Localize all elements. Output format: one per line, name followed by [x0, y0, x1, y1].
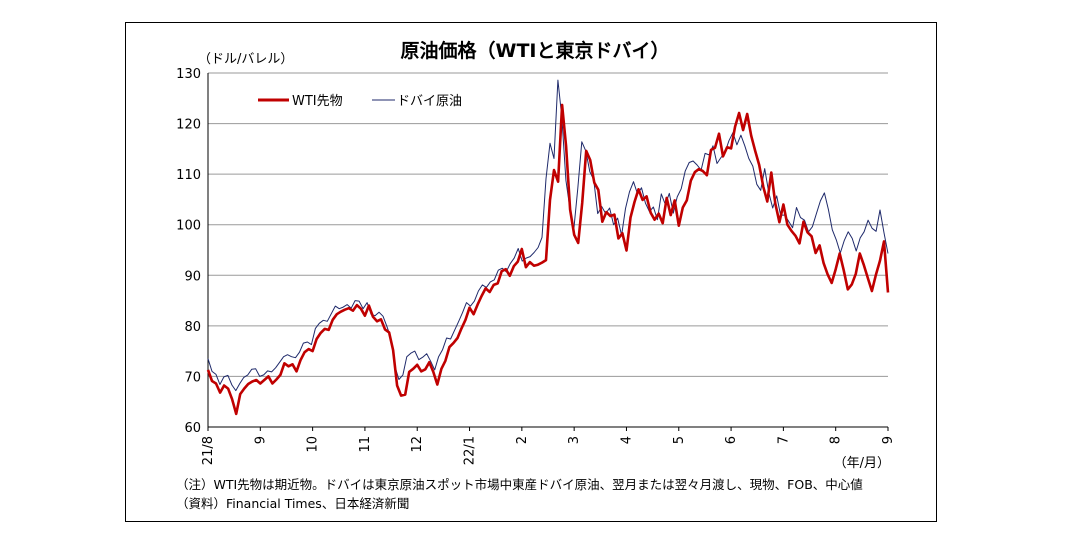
y-tick-label: 130	[176, 67, 201, 82]
legend: WTI先物 ドバイ原油	[258, 94, 462, 109]
y-tick-label: 110	[176, 168, 201, 183]
legend-label-dubai: ドバイ原油	[397, 94, 462, 109]
x-tick-label: 21/8	[201, 436, 216, 465]
y-tick-label: 120	[176, 118, 201, 133]
x-axis-labels: 21/8 9 10 11 12 22/1 2 3 4 5 6 7 8 9	[201, 436, 896, 465]
x-tick-label: 5	[672, 436, 687, 444]
y-axis-labels: 60 70 80 90 100 110 120 130	[176, 67, 201, 436]
x-tick-label: 22/1	[463, 436, 478, 465]
y-tick-label: 100	[176, 219, 201, 234]
series-line-wti	[206, 103, 890, 416]
x-tick-label: 8	[829, 436, 844, 444]
y-axis-unit: （ドル/バレル）	[198, 52, 293, 67]
x-tick-label: 4	[619, 436, 634, 444]
source-line: （資料）Financial Times、日本経済新聞	[176, 496, 410, 511]
x-tick-label: 10	[306, 436, 321, 453]
legend-label-wti: WTI先物	[292, 94, 343, 109]
y-tick-label: 80	[184, 320, 201, 335]
chart-title: 原油価格（WTIと東京ドバイ）	[401, 39, 670, 62]
chart-frame	[125, 22, 937, 522]
x-tick-label: 9	[881, 436, 896, 444]
y-tick-label: 90	[184, 269, 201, 284]
x-tick-label: 7	[776, 436, 791, 444]
x-tick-label: 6	[724, 436, 739, 444]
y-tick-label: 60	[184, 421, 201, 436]
grid	[207, 72, 889, 431]
x-tick-label: 9	[253, 436, 268, 444]
x-tick-label: 12	[410, 436, 425, 453]
x-tick-label: 2	[515, 436, 530, 444]
x-tick-label: 11	[358, 436, 373, 453]
y-tick-label: 70	[184, 370, 201, 385]
x-tick-label: 3	[567, 436, 582, 444]
note-line: （注）WTI先物は期近物。ドバイは東京原油スポット市場中東産ドバイ原油、翌月また…	[176, 477, 863, 492]
x-axis-unit: （年/月）	[834, 456, 890, 471]
series-group	[206, 79, 890, 416]
